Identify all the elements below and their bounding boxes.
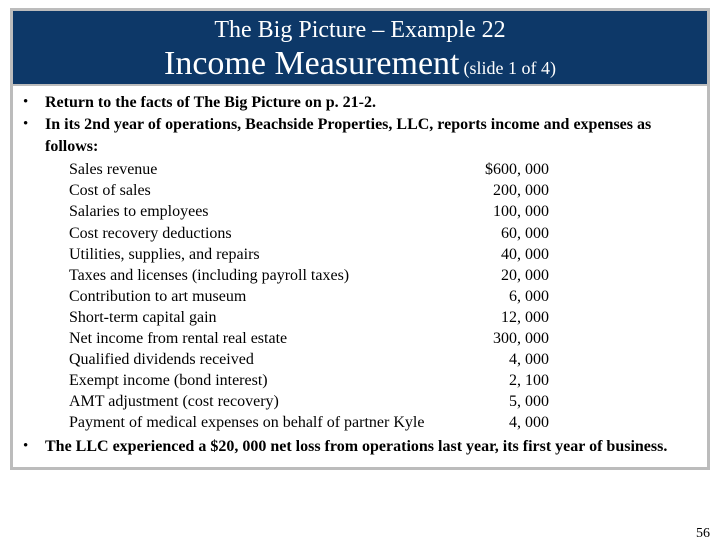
- row-value: $600, 000: [459, 159, 549, 180]
- row-value: 4, 000: [459, 412, 549, 433]
- row-label: Net income from rental real estate: [69, 328, 459, 349]
- row-value: 5, 000: [459, 391, 549, 412]
- row-label: Salaries to employees: [69, 201, 459, 222]
- bullet-mark: •: [21, 436, 45, 456]
- table-row: Exempt income (bond interest)2, 100: [69, 370, 697, 391]
- row-label: Short-term capital gain: [69, 307, 459, 328]
- table-row: Net income from rental real estate300, 0…: [69, 328, 697, 349]
- table-row: AMT adjustment (cost recovery)5, 000: [69, 391, 697, 412]
- table-row: Taxes and licenses (including payroll ta…: [69, 265, 697, 286]
- row-label: Cost recovery deductions: [69, 223, 459, 244]
- slide-header: The Big Picture – Example 22 Income Meas…: [13, 11, 707, 86]
- table-row: Salaries to employees100, 000: [69, 201, 697, 222]
- slide-frame: The Big Picture – Example 22 Income Meas…: [10, 8, 710, 470]
- bullet-text: Return to the facts of The Big Picture o…: [45, 92, 697, 114]
- bullet-text: In its 2nd year of operations, Beachside…: [45, 114, 697, 157]
- table-row: Cost of sales200, 000: [69, 180, 697, 201]
- bullet-mark: •: [21, 114, 45, 134]
- row-label: AMT adjustment (cost recovery): [69, 391, 459, 412]
- row-value: 4, 000: [459, 349, 549, 370]
- row-value: 12, 000: [459, 307, 549, 328]
- table-row: Cost recovery deductions60, 000: [69, 223, 697, 244]
- row-value: 2, 100: [459, 370, 549, 391]
- row-value: 100, 000: [459, 201, 549, 222]
- table-row: Short-term capital gain12, 000: [69, 307, 697, 328]
- financial-table: Sales revenue$600, 000 Cost of sales200,…: [69, 159, 697, 433]
- row-value: 300, 000: [459, 328, 549, 349]
- row-value: 40, 000: [459, 244, 549, 265]
- row-label: Cost of sales: [69, 180, 459, 201]
- table-row: Payment of medical expenses on behalf of…: [69, 412, 697, 433]
- bullet-item: • In its 2nd year of operations, Beachsi…: [21, 114, 697, 157]
- slide-body: • Return to the facts of The Big Picture…: [13, 86, 707, 467]
- header-subtitle: (slide 1 of 4): [464, 58, 556, 78]
- bullet-item: • Return to the facts of The Big Picture…: [21, 92, 697, 114]
- bullet-text: The LLC experienced a $20, 000 net loss …: [45, 436, 697, 458]
- row-label: Taxes and licenses (including payroll ta…: [69, 265, 459, 286]
- bullet-item: • The LLC experienced a $20, 000 net los…: [21, 436, 697, 458]
- row-label: Exempt income (bond interest): [69, 370, 459, 391]
- row-value: 20, 000: [459, 265, 549, 286]
- row-value: 60, 000: [459, 223, 549, 244]
- header-topline: The Big Picture – Example 22: [13, 15, 707, 45]
- row-value: 6, 000: [459, 286, 549, 307]
- table-row: Qualified dividends received4, 000: [69, 349, 697, 370]
- bullet-mark: •: [21, 92, 45, 112]
- row-label: Contribution to art museum: [69, 286, 459, 307]
- row-label: Sales revenue: [69, 159, 459, 180]
- table-row: Sales revenue$600, 000: [69, 159, 697, 180]
- table-row: Contribution to art museum6, 000: [69, 286, 697, 307]
- table-row: Utilities, supplies, and repairs40, 000: [69, 244, 697, 265]
- row-value: 200, 000: [459, 180, 549, 201]
- row-label: Payment of medical expenses on behalf of…: [69, 412, 459, 433]
- header-title-line: Income Measurement (slide 1 of 4): [13, 45, 707, 82]
- header-main-title: Income Measurement: [164, 45, 460, 82]
- row-label: Qualified dividends received: [69, 349, 459, 370]
- row-label: Utilities, supplies, and repairs: [69, 244, 459, 265]
